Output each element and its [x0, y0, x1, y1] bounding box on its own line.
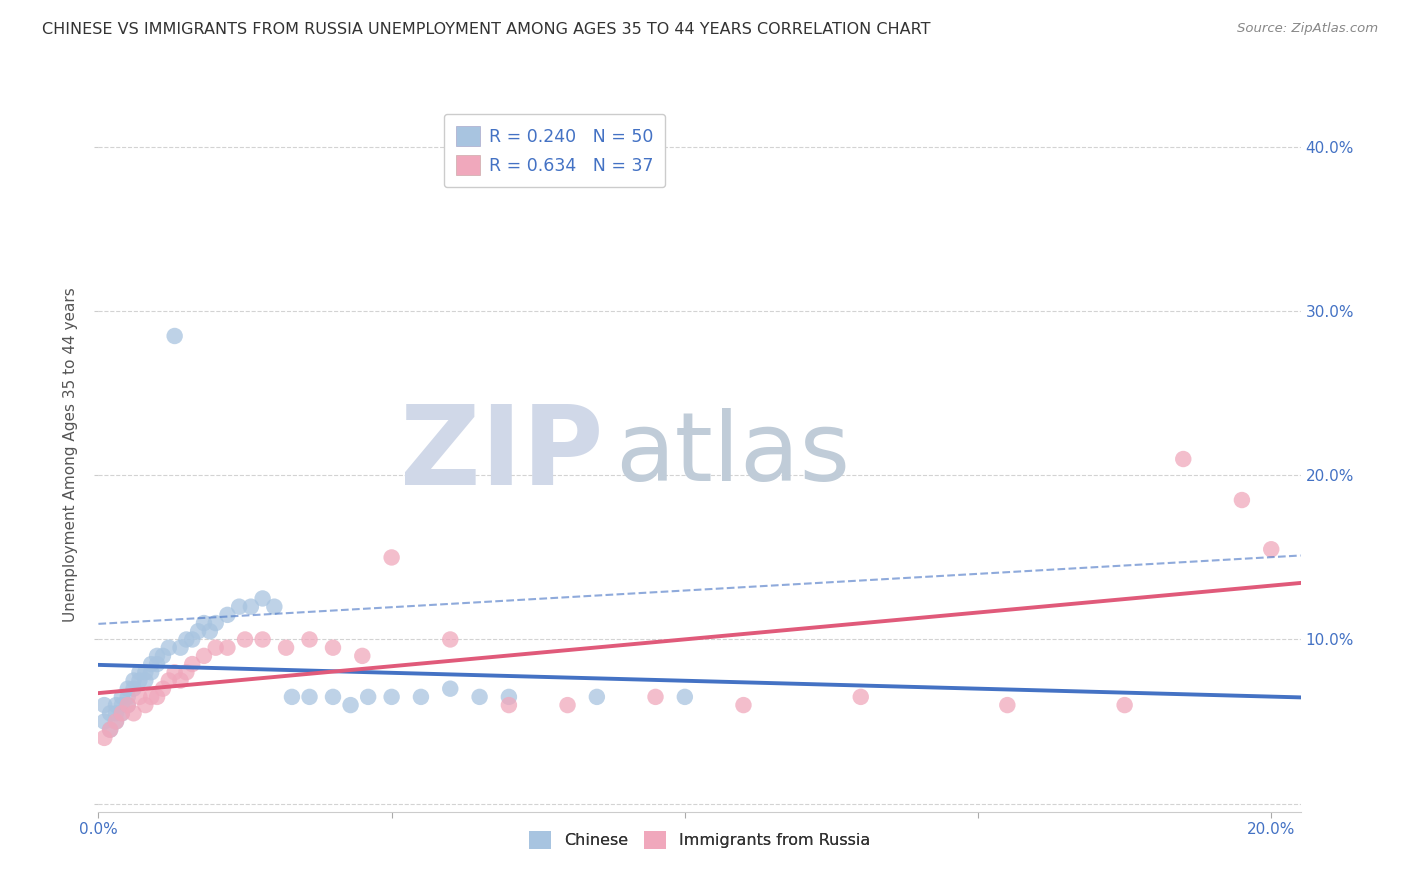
Point	[995, 698, 1018, 712]
Point	[181, 632, 204, 647]
Point	[105, 714, 128, 729]
Point	[339, 698, 361, 712]
Point	[193, 648, 215, 663]
Point	[98, 706, 121, 721]
Point	[117, 698, 139, 712]
Text: Source: ZipAtlas.com: Source: ZipAtlas.com	[1237, 22, 1378, 36]
Point	[176, 632, 198, 647]
Point	[439, 632, 461, 647]
Point	[274, 640, 297, 655]
Point	[157, 640, 180, 655]
Point	[163, 329, 186, 343]
Point	[198, 624, 221, 639]
Point	[152, 648, 174, 663]
Y-axis label: Unemployment Among Ages 35 to 44 years: Unemployment Among Ages 35 to 44 years	[63, 287, 79, 623]
Point	[204, 640, 226, 655]
Point	[152, 681, 174, 696]
Point	[644, 690, 666, 704]
Legend: Chinese, Immigrants from Russia: Chinese, Immigrants from Russia	[520, 822, 879, 857]
Point	[298, 690, 321, 704]
Point	[252, 632, 274, 647]
Point	[111, 690, 134, 704]
Point	[128, 665, 150, 680]
Point	[557, 698, 579, 712]
Point	[733, 698, 755, 712]
Point	[146, 657, 169, 671]
Point	[468, 690, 491, 704]
Point	[93, 698, 115, 712]
Point	[298, 632, 321, 647]
Point	[228, 599, 250, 614]
Point	[134, 665, 156, 680]
Point	[93, 731, 115, 745]
Point	[134, 673, 156, 688]
Point	[181, 657, 204, 671]
Point	[263, 599, 285, 614]
Point	[498, 698, 520, 712]
Point	[357, 690, 380, 704]
Point	[105, 706, 128, 721]
Point	[169, 640, 191, 655]
Point	[117, 698, 139, 712]
Point	[322, 640, 344, 655]
Point	[1114, 698, 1136, 712]
Point	[111, 706, 134, 721]
Point	[141, 690, 163, 704]
Point	[141, 657, 163, 671]
Point	[105, 714, 128, 729]
Point	[233, 632, 256, 647]
Point	[322, 690, 344, 704]
Point	[122, 673, 145, 688]
Point	[111, 706, 134, 721]
Point	[117, 690, 139, 704]
Text: CHINESE VS IMMIGRANTS FROM RUSSIA UNEMPLOYMENT AMONG AGES 35 TO 44 YEARS CORRELA: CHINESE VS IMMIGRANTS FROM RUSSIA UNEMPL…	[42, 22, 931, 37]
Point	[217, 640, 239, 655]
Point	[586, 690, 609, 704]
Point	[849, 690, 872, 704]
Point	[105, 698, 128, 712]
Point	[381, 550, 404, 565]
Point	[93, 714, 115, 729]
Point	[134, 698, 156, 712]
Point	[117, 681, 139, 696]
Point	[498, 690, 520, 704]
Point	[193, 616, 215, 631]
Point	[187, 624, 209, 639]
Point	[141, 665, 163, 680]
Text: atlas: atlas	[616, 409, 851, 501]
Text: ZIP: ZIP	[399, 401, 603, 508]
Point	[409, 690, 432, 704]
Point	[1230, 493, 1253, 508]
Point	[157, 673, 180, 688]
Point	[352, 648, 374, 663]
Point	[98, 723, 121, 737]
Point	[146, 690, 169, 704]
Point	[128, 690, 150, 704]
Point	[1260, 542, 1282, 557]
Point	[252, 591, 274, 606]
Point	[146, 648, 169, 663]
Point	[673, 690, 696, 704]
Point	[128, 673, 150, 688]
Point	[281, 690, 304, 704]
Point	[381, 690, 404, 704]
Point	[122, 706, 145, 721]
Point	[176, 665, 198, 680]
Point	[439, 681, 461, 696]
Point	[1173, 452, 1195, 467]
Point	[163, 665, 186, 680]
Point	[122, 681, 145, 696]
Point	[111, 698, 134, 712]
Point	[217, 607, 239, 622]
Point	[239, 599, 262, 614]
Point	[204, 616, 226, 631]
Point	[98, 723, 121, 737]
Point	[169, 673, 191, 688]
